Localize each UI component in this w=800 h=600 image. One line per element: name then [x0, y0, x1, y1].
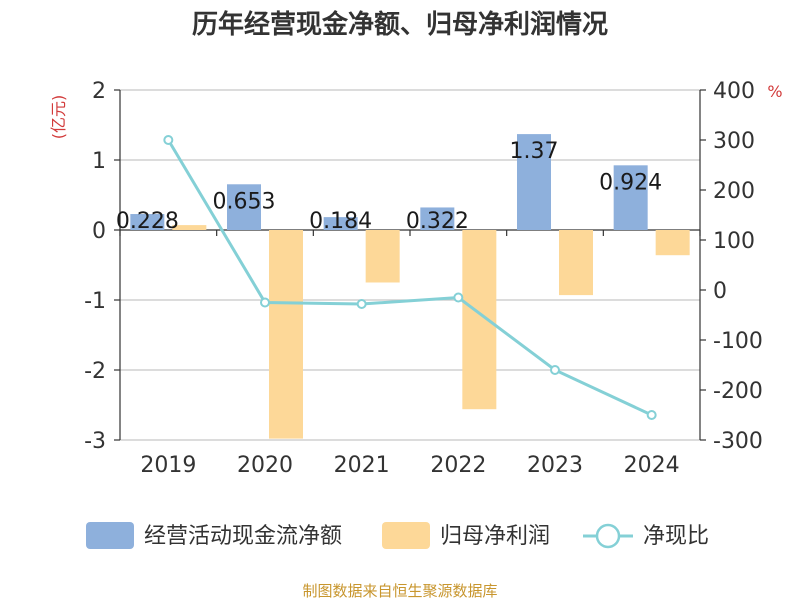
right-axis-unit: % — [767, 82, 782, 101]
cash-flow-bar[interactable] — [517, 134, 551, 230]
data-labels: 0.228 0.653 0.184 0.322 1.37 0.924 — [116, 139, 662, 234]
net-profit-bar[interactable] — [269, 230, 303, 439]
ratio-point[interactable] — [260, 297, 270, 308]
legend-item-cash-flow[interactable]: 经营活动现金流净额 — [86, 522, 342, 549]
x-tick-label: 2022 — [430, 453, 486, 478]
left-tick-label: 0 — [92, 219, 106, 244]
cash-flow-data-label: 1.37 — [510, 139, 559, 164]
ratio-point[interactable] — [356, 299, 367, 309]
left-tick-label: 2 — [92, 79, 106, 104]
legend-label-ratio: 净现比 — [643, 524, 709, 549]
cash-flow-bar[interactable] — [323, 217, 358, 230]
ratio-point[interactable] — [163, 135, 174, 145]
legend-label-cash-flow: 经营活动现金流净额 — [144, 524, 342, 549]
right-tick-label: 300 — [713, 129, 755, 154]
chart-title: 历年经营现金净额、归母净利润情况 — [192, 9, 608, 40]
x-tick-label: 2020 — [237, 453, 293, 478]
right-tick-label: -200 — [713, 379, 763, 404]
ratio-point[interactable] — [453, 292, 464, 303]
legend-marker-ratio — [595, 523, 621, 549]
ratio-point[interactable] — [646, 410, 657, 420]
x-tick-label: 2021 — [334, 453, 390, 478]
axes — [114, 89, 706, 441]
cash-flow-data-label: 0.322 — [406, 209, 469, 234]
cash-flow-data-label: 0.228 — [116, 209, 179, 234]
legend-swatch-cash-flow — [86, 522, 134, 549]
right-tick-label: 400 — [713, 79, 755, 104]
right-tick-label: 100 — [713, 229, 755, 254]
legend-item-net-profit[interactable]: 归母净利润 — [382, 522, 550, 549]
legend-label-net-profit: 归母净利润 — [440, 524, 550, 549]
ratio-point[interactable] — [550, 365, 560, 375]
legend-swatch-net-profit — [382, 522, 430, 549]
net-profit-bar[interactable] — [172, 225, 207, 230]
x-tick-label: 2023 — [527, 453, 583, 478]
cash-flow-bar[interactable] — [227, 184, 261, 230]
net-profit-bar[interactable] — [462, 230, 497, 410]
legend: 经营活动现金流净额 归母净利润 净现比 — [86, 522, 709, 549]
cash-flow-data-label: 0.924 — [599, 170, 662, 195]
left-tick-label: -1 — [84, 289, 106, 314]
cash-flow-bar[interactable] — [613, 165, 648, 230]
left-tick-label: 1 — [92, 149, 106, 174]
net-profit-bar[interactable] — [559, 230, 593, 296]
cash-flow-bar[interactable] — [420, 207, 455, 230]
net-profit-bars — [172, 225, 690, 439]
gridlines — [120, 89, 700, 441]
left-tick-label: -2 — [84, 359, 106, 384]
cash-flow-bar[interactable] — [130, 214, 165, 230]
cash-flow-data-label: 0.184 — [309, 209, 372, 234]
legend-item-ratio[interactable]: 净现比 — [583, 523, 709, 549]
net-profit-bar[interactable] — [365, 230, 400, 283]
ratio-line — [163, 135, 657, 420]
left-tick-label: -3 — [84, 429, 106, 454]
right-tick-label: 200 — [713, 179, 755, 204]
tick-labels: 2 1 0 -1 -2 -3 400 300 200 100 0 -100 -200 -300 2019 20… — [84, 79, 763, 478]
right-tick-label: -100 — [713, 329, 763, 354]
x-tick-label: 2019 — [140, 453, 196, 478]
right-tick-label: 0 — [713, 279, 727, 304]
ratio-line-path — [167, 139, 653, 417]
cash-flow-bars — [130, 134, 648, 230]
cash-flow-data-label: 0.653 — [213, 189, 276, 214]
data-source: 制图数据来自恒生聚源数据库 — [302, 582, 497, 600]
net-profit-bar[interactable] — [655, 230, 690, 256]
left-axis-unit: (亿元) — [49, 95, 68, 140]
x-tick-label: 2024 — [624, 453, 680, 478]
right-tick-label: -300 — [713, 429, 763, 454]
